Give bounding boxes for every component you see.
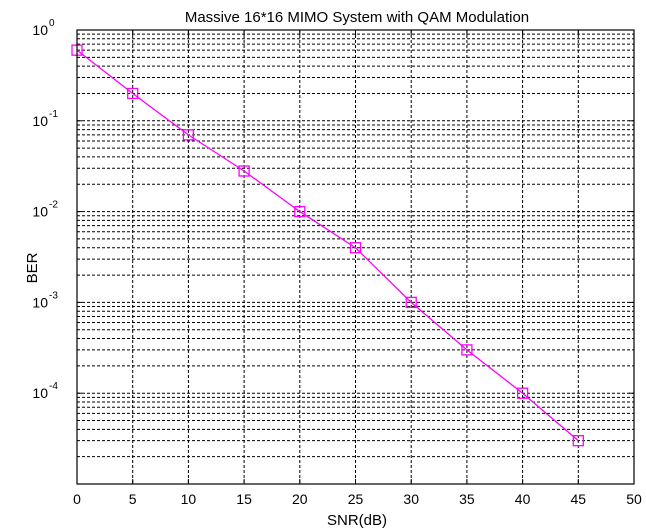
y-tick-exponent: -4 [49, 381, 58, 392]
y-tick-label: 10 [32, 113, 48, 129]
series-line [76, 49, 579, 442]
x-tick-label: 25 [348, 491, 364, 507]
data-point-marker [127, 87, 139, 100]
x-tick-label: 5 [129, 491, 137, 507]
data-point-marker [405, 296, 417, 309]
data-point-marker [461, 344, 473, 356]
data-point-marker [238, 165, 250, 177]
x-axis-title: SNR(dB) [327, 512, 387, 529]
data-point-marker [516, 387, 529, 399]
x-tick-label: 50 [626, 491, 642, 507]
x-tick-label: 20 [292, 491, 308, 507]
series-layer [71, 44, 584, 447]
x-tick-label: 10 [181, 491, 197, 507]
y-tick-exponent: -2 [49, 200, 58, 211]
x-tick-label: 35 [459, 491, 475, 507]
y-tick-label: 10 [32, 204, 48, 220]
y-tick-exponent: -3 [49, 290, 58, 301]
data-point-marker [182, 129, 195, 141]
x-tick-label: 0 [73, 491, 81, 507]
x-tick-label: 15 [236, 491, 252, 507]
x-tick-label: 45 [571, 491, 587, 507]
chart-title: Massive 16*16 MIMO System with QAM Modul… [185, 9, 529, 26]
x-tick-label: 40 [515, 491, 531, 507]
y-tick-label: 10 [32, 385, 48, 401]
y-tick-label: 10 [32, 22, 48, 38]
data-point-marker [349, 242, 362, 254]
data-point-marker [572, 435, 584, 447]
y-tick-label: 10 [32, 294, 48, 310]
y-axis-title: BER [24, 252, 41, 283]
y-tick-exponent: -1 [49, 109, 58, 120]
x-tick-label: 30 [403, 491, 419, 507]
grid-layer [76, 30, 635, 485]
data-point-marker [294, 205, 306, 218]
y-tick-exponent: 0 [49, 18, 55, 29]
